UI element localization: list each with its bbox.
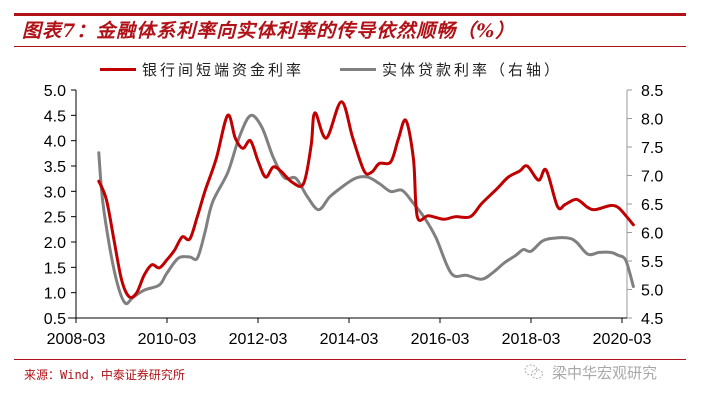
chart-series: [97, 100, 635, 306]
right-tick-label: 7.0: [641, 169, 663, 186]
legend-item-interbank-rate: 银行间短端资金利率: [100, 59, 304, 80]
left-tick-label: 2.5: [44, 210, 66, 227]
watermark: 梁中华宏观研究: [524, 360, 657, 384]
right-tick-label: 4.5: [641, 311, 663, 328]
left-tick-label: 5.0: [44, 83, 66, 100]
left-tick-label: 2.0: [44, 235, 66, 252]
right-tick-label: 8.0: [641, 112, 663, 129]
right-tick-label: 5.0: [641, 283, 663, 300]
right-tick-label: 6.0: [641, 226, 663, 243]
chart-title: 图表7：金融体系利率向实体利率的传导依然顺畅（%）: [22, 20, 516, 42]
left-tick-label: 4.5: [44, 108, 66, 125]
left-tick-label: 4.0: [44, 134, 66, 151]
x-tick-label: 2020-03: [593, 331, 652, 348]
legend-item-loan-rate: 实体贷款利率（右轴）: [340, 59, 562, 80]
left-tick-label: 1.5: [44, 260, 66, 277]
title-bottom-rule: [14, 46, 686, 47]
legend-swatch-gray-line-icon: [340, 67, 377, 71]
left-tick-label: 3.0: [44, 184, 66, 201]
left-tick-label: 0.5: [44, 311, 66, 328]
x-tick-label: 2014-03: [320, 331, 379, 348]
title-top-rule: [14, 13, 686, 16]
footer-rule: [14, 359, 686, 360]
x-tick-label: 2016-03: [411, 331, 470, 348]
x-tick-label: 2010-03: [138, 331, 197, 348]
source-note: 来源：Wind，中泰证券研究所: [24, 368, 185, 382]
interbank-rate-line: [97, 100, 635, 299]
right-tick-label: 5.5: [641, 254, 663, 271]
wechat-icon: [524, 364, 543, 379]
loan-rate-line: [97, 113, 635, 306]
left-tick-label: 3.5: [44, 159, 66, 176]
right-tick-label: 6.5: [641, 197, 663, 214]
left-tick-label: 1.0: [44, 286, 66, 303]
right-tick-label: 7.5: [641, 140, 663, 157]
chart-legend: 银行间短端资金利率 实体贷款利率（右轴）: [100, 58, 598, 80]
watermark-text: 梁中华宏观研究: [552, 363, 658, 382]
right-tick-label: 8.5: [641, 83, 663, 100]
x-tick-label: 2008-03: [47, 331, 106, 348]
chart-axes: 5.0 4.5 4.0 3.5 3.0 2.5 2.0 1.5 1.0 0.5 8.5 8.0 7.5 7…: [44, 83, 664, 348]
x-tick-label: 2012-03: [229, 331, 288, 348]
legend-label: 银行间短端资金利率: [142, 60, 305, 79]
legend-swatch-red-line-icon: [100, 67, 136, 71]
x-tick-label: 2018-03: [502, 331, 561, 348]
legend-label: 实体贷款利率（右轴）: [382, 60, 563, 79]
